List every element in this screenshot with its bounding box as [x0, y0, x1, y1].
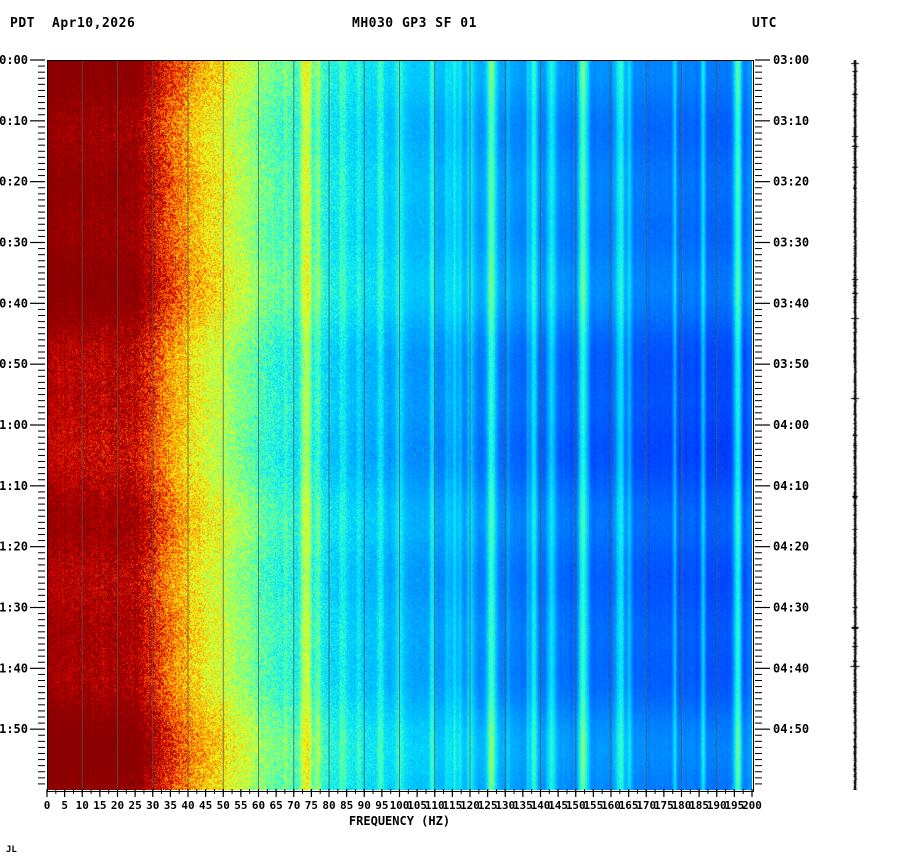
spectrogram-plot[interactable] — [47, 60, 752, 790]
y-right-tick-label: 04:30 — [773, 601, 809, 615]
x-tick-label: 125 — [478, 799, 498, 812]
amplitude-trace — [838, 60, 872, 790]
y-right-tick-label: 04:20 — [773, 540, 809, 554]
x-tick-label: 30 — [146, 799, 159, 812]
x-tick-label: 165 — [619, 799, 639, 812]
y-left-tick-label: 20:00 — [0, 53, 28, 67]
x-axis-frequency: 0 5 10 15 20 25 30 35 40 45 50 55 60 65 70 75 80 85 90 95 10… — [44, 789, 762, 828]
x-tick-label: 50 — [217, 799, 230, 812]
x-tick-label: 90 — [358, 799, 371, 812]
page-title: MH030 GP3 SF 01 — [352, 16, 477, 31]
y-right-tick-label: 04:40 — [773, 661, 809, 675]
x-tick-label: 60 — [252, 799, 265, 812]
x-tick-label: 130 — [495, 799, 515, 812]
y-left-tick-label: 20:40 — [0, 296, 28, 310]
x-tick-label: 120 — [460, 799, 480, 812]
x-tick-label: 185 — [689, 799, 709, 812]
x-tick-label: 135 — [513, 799, 533, 812]
x-tick-label: 15 — [93, 799, 106, 812]
x-tick-label: 200 — [742, 799, 762, 812]
y-right-tick-label: 03:30 — [773, 236, 809, 250]
header-timezone-left: PDT — [10, 16, 35, 31]
x-tick-label: 10 — [76, 799, 89, 812]
header-timezone-right: UTC — [752, 16, 777, 31]
y-right-tick-label: 04:50 — [773, 722, 809, 736]
y-right-tick-label: 04:10 — [773, 479, 809, 493]
x-tick-label: 110 — [425, 799, 445, 812]
y-left-tick-label: 20:30 — [0, 236, 28, 250]
x-tick-label: 35 — [164, 799, 177, 812]
x-tick-label: 5 — [61, 799, 68, 812]
y-right-tick-label: 03:10 — [773, 114, 809, 128]
header-date: Apr10,2026 — [52, 16, 136, 31]
x-tick-label: 190 — [707, 799, 727, 812]
x-tick-label: 65 — [270, 799, 283, 812]
x-tick-label: 155 — [583, 799, 603, 812]
x-tick-label: 140 — [531, 799, 551, 812]
y-left-tick-label: 20:20 — [0, 175, 28, 189]
x-tick-label: 85 — [340, 799, 353, 812]
y-axis-left-pdt: 20:00 20:10 20:20 20:30 20:40 20:50 21:00 21:10… — [0, 53, 45, 785]
y-right-tick-label: 03:20 — [773, 175, 809, 189]
x-tick-label: 160 — [601, 799, 621, 812]
x-tick-label: 25 — [129, 799, 142, 812]
y-left-tick-label: 21:20 — [0, 540, 28, 554]
y-left-tick-label: 21:10 — [0, 479, 28, 493]
x-axis-title: FREQUENCY (HZ) — [349, 814, 450, 828]
x-tick-label: 95 — [375, 799, 388, 812]
y-left-tick-label: 21:30 — [0, 601, 28, 615]
x-tick-label: 115 — [442, 799, 462, 812]
x-tick-label: 55 — [234, 799, 247, 812]
x-tick-label: 100 — [390, 799, 410, 812]
spectrogram-canvas — [47, 60, 752, 790]
x-tick-label: 20 — [111, 799, 124, 812]
x-tick-label: 195 — [724, 799, 744, 812]
y-left-tick-label: 20:10 — [0, 114, 28, 128]
y-left-tick-label: 21:40 — [0, 661, 28, 675]
x-tick-label: 0 — [44, 799, 51, 812]
x-tick-label: 45 — [199, 799, 212, 812]
y-left-tick-label: 21:50 — [0, 722, 28, 736]
y-left-tick-label: 20:50 — [0, 357, 28, 371]
y-axis-right-utc: 03:00 03:10 03:20 03:30 03:40 03:50 04:00 04:10… — [755, 53, 809, 785]
x-tick-label: 170 — [636, 799, 656, 812]
y-right-tick-label: 03:00 — [773, 53, 809, 67]
y-left-tick-label: 21:00 — [0, 418, 28, 432]
x-tick-label: 105 — [407, 799, 427, 812]
x-tick-label: 150 — [566, 799, 586, 812]
x-tick-label: 40 — [181, 799, 194, 812]
x-tick-label: 175 — [654, 799, 674, 812]
x-tick-label: 80 — [322, 799, 335, 812]
x-tick-label: 145 — [548, 799, 568, 812]
x-tick-label: 75 — [305, 799, 318, 812]
corner-mark: JL — [6, 845, 17, 855]
x-tick-label: 70 — [287, 799, 300, 812]
y-right-tick-label: 03:40 — [773, 296, 809, 310]
x-tick-label: 180 — [672, 799, 692, 812]
header-bar: PDT Apr10,2026 MH030 GP3 SF 01 UTC — [0, 16, 902, 36]
y-right-tick-label: 04:00 — [773, 418, 809, 432]
y-right-tick-label: 03:50 — [773, 357, 809, 371]
